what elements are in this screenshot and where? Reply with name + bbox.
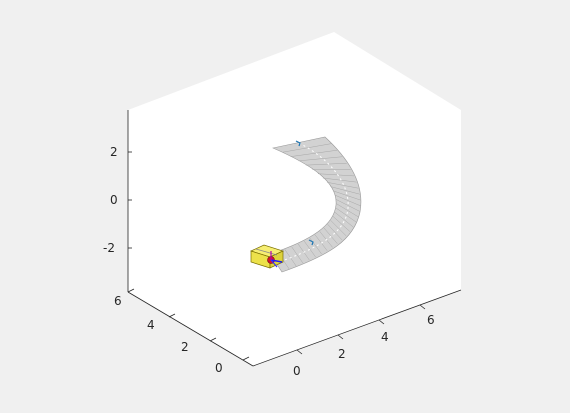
road-grid-line <box>322 177 357 183</box>
waypoint-marker-top <box>295 140 301 147</box>
z-tick-label-0: 0 <box>110 193 118 207</box>
x-ticks <box>296 304 426 355</box>
road-grid-line <box>327 223 343 241</box>
y-tick-label-2: 2 <box>181 340 189 354</box>
road-grid-line <box>335 207 357 223</box>
vehicle-y-axis-arrow <box>270 259 278 268</box>
y-ticks <box>127 288 250 361</box>
y-tick-label-6: 6 <box>114 294 122 308</box>
road-grid-line <box>327 182 359 189</box>
road-grid-line <box>330 186 360 195</box>
road-grid-line <box>290 149 338 157</box>
x-tick-label-2: 2 <box>338 347 346 361</box>
road-grid-line <box>323 227 338 244</box>
y-tick-label-0: 0 <box>215 361 223 375</box>
road-grid-line <box>309 237 322 255</box>
road-grid-line <box>330 220 347 237</box>
vehicle-side <box>269 250 284 269</box>
road-grid-line <box>317 173 355 177</box>
road-grid-line <box>319 231 333 248</box>
x-axis-line <box>252 289 462 367</box>
x-tick-label-6: 6 <box>427 313 435 327</box>
road-grid-line <box>282 143 332 153</box>
road-center-line <box>275 142 349 264</box>
road-grid-line <box>334 212 354 228</box>
y-axis-line <box>127 291 254 367</box>
road-surface <box>269 136 362 273</box>
road-grid-line <box>332 216 351 232</box>
z-tick-label-2: 2 <box>110 145 118 159</box>
road-grid-line <box>334 194 361 207</box>
road-grid-line <box>305 162 347 166</box>
z-tick-label-neg2: -2 <box>103 241 115 255</box>
x-tick-label-0: 0 <box>293 364 301 378</box>
road-grid-line <box>333 190 361 201</box>
y-tick-label-4: 4 <box>147 318 155 332</box>
vehicle-x-axis-arrow <box>270 259 283 263</box>
ego-vehicle[interactable] <box>250 244 284 269</box>
road-grid-line <box>303 240 316 258</box>
curved-road <box>269 136 362 273</box>
road-grid-line <box>336 203 359 217</box>
z-ticks <box>128 151 132 249</box>
road-grid-line <box>298 156 343 162</box>
axes-background <box>128 32 461 366</box>
waypoint-marker-mid <box>308 239 314 246</box>
road-grid-line <box>291 246 304 264</box>
road-grid-lines <box>277 143 361 270</box>
x-tick-label-4: 4 <box>381 330 389 344</box>
road-grid-line <box>336 199 360 212</box>
